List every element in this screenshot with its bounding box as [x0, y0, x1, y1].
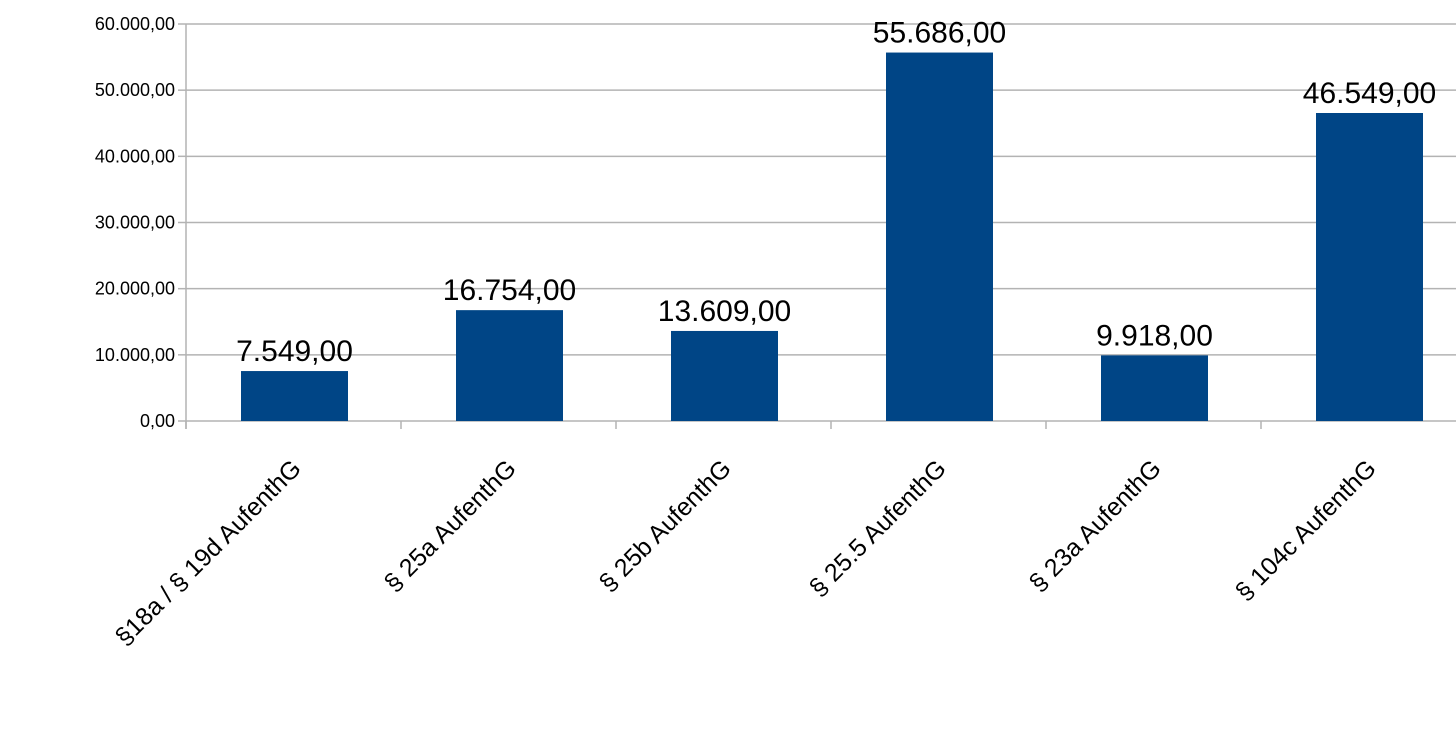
bar [1316, 113, 1423, 421]
data-label: 7.549,00 [236, 335, 353, 368]
y-tick-label: 60.000,00 [95, 14, 175, 34]
bar [1101, 355, 1208, 421]
x-tick-label: § 25a AufenthG [379, 454, 522, 597]
x-axis-ticks: §18a / § 19d AufenthG § 25a AufenthG § 25b… [110, 454, 1382, 651]
y-tick-label: 30.000,00 [95, 213, 175, 233]
data-labels: 7.549,00 16.754,00 13.609,00 55.686,00 9.918… [236, 17, 1436, 369]
bar [241, 371, 348, 421]
y-tick-label: 50.000,00 [95, 80, 175, 100]
data-label: 55.686,00 [873, 17, 1006, 50]
y-tick-label: 0,00 [140, 411, 175, 431]
data-label: 46.549,00 [1303, 77, 1436, 110]
axes [185, 24, 1262, 429]
y-tick-label: 40.000,00 [95, 146, 175, 166]
bar [671, 330, 778, 421]
y-axis-ticks: 0,00 10.000,00 20.000,00 30.000,00 40.000,00… [95, 14, 186, 431]
x-tick-label: § 23a AufenthG [1024, 454, 1167, 597]
x-tick-label: §18a / § 19d AufenthG [110, 454, 307, 651]
grid-lines [186, 23, 1456, 422]
bar [886, 52, 993, 421]
data-label: 13.609,00 [658, 295, 791, 328]
x-tick-label: § 104c AufenthG [1230, 454, 1382, 606]
x-tick-label: § 25b AufenthG [594, 454, 737, 597]
bar [456, 310, 563, 421]
data-label: 9.918,00 [1096, 319, 1213, 352]
y-tick-label: 10.000,00 [95, 345, 175, 365]
y-tick-label: 20.000,00 [95, 279, 175, 299]
bars [241, 52, 1423, 421]
data-label: 16.754,00 [443, 274, 576, 307]
x-tick-label: § 25.5 AufenthG [804, 454, 952, 602]
